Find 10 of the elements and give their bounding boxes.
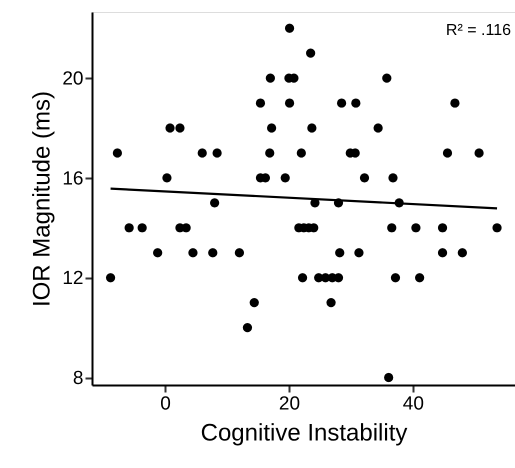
y-tick-label: 20	[62, 68, 84, 90]
x-tick-label: 0	[160, 394, 171, 414]
y-tick-label: 16	[62, 168, 84, 190]
y-tick-label: 8	[72, 368, 84, 390]
x-tick-label: 20	[278, 394, 300, 414]
x-tick-label: 40	[402, 394, 424, 414]
y-tick-label: 12	[62, 268, 84, 290]
y-axis-title: IOR Magnitude (ms)	[28, 90, 56, 308]
x-axis-title: Cognitive Instability	[200, 420, 408, 446]
annotation: R² = .116	[446, 22, 512, 39]
